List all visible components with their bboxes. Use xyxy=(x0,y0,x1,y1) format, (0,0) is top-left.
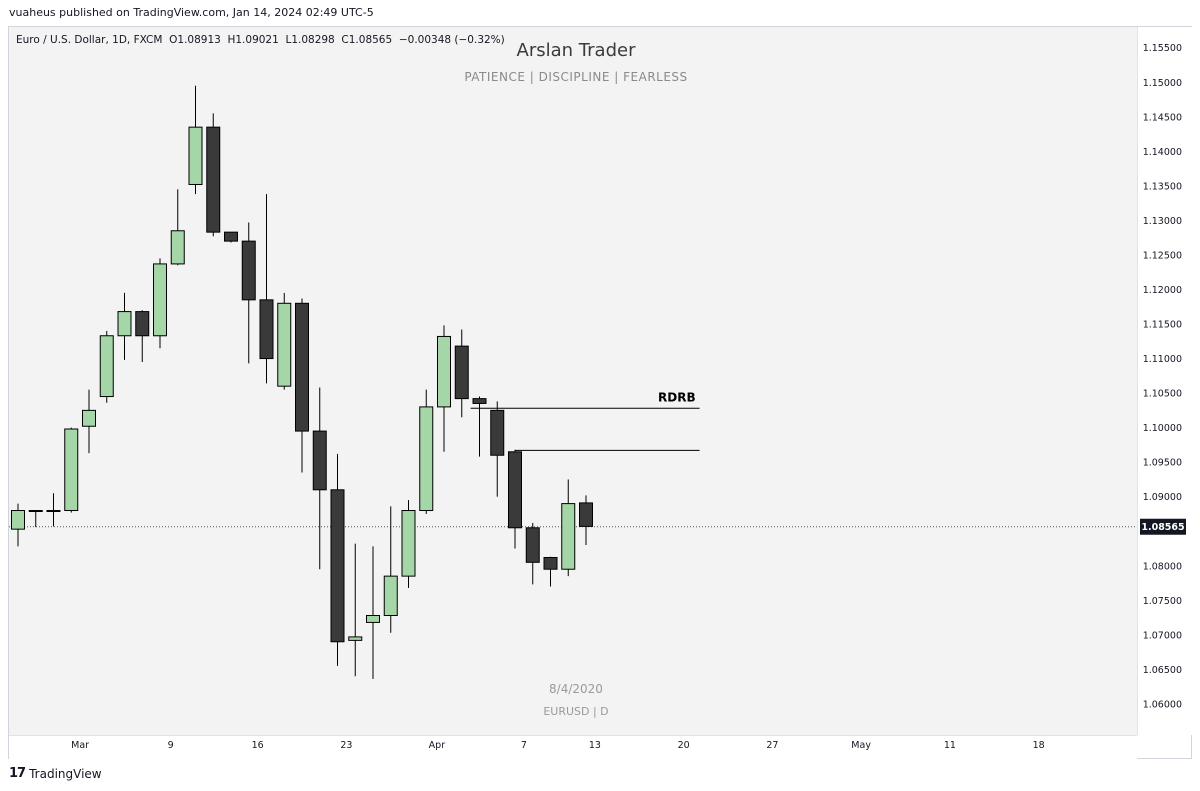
candle-up xyxy=(561,503,576,570)
price-tick-label: 1.07000 xyxy=(1143,630,1182,641)
candle-down xyxy=(295,302,309,432)
candle-down xyxy=(206,126,221,233)
rdrb-label: RDRB xyxy=(658,390,696,404)
candle-up xyxy=(348,636,363,641)
watermark-subtitle: PATIENCE | DISCIPLINE | FEARLESS xyxy=(464,70,688,84)
price-tick-label: 1.13000 xyxy=(1143,216,1182,227)
price-tick-label: 1.08000 xyxy=(1143,561,1182,572)
candle-down xyxy=(259,299,274,360)
price-tick-label: 1.07500 xyxy=(1143,596,1182,607)
candle-down xyxy=(454,345,469,400)
price-tick-label: 1.11000 xyxy=(1143,354,1182,365)
time-tick-label: 11 xyxy=(944,740,956,751)
price-tick-label: 1.10000 xyxy=(1143,423,1182,434)
time-tick-label: 7 xyxy=(521,740,527,751)
candle-up xyxy=(366,615,380,623)
candle-up xyxy=(419,406,434,512)
candle-down xyxy=(135,311,150,337)
candle-up xyxy=(99,335,114,398)
candle-down xyxy=(312,430,327,491)
price-tick-label: 1.12000 xyxy=(1143,285,1182,296)
candle-up xyxy=(64,428,79,512)
price-tick-label: 1.15000 xyxy=(1143,78,1182,89)
candle-down xyxy=(224,231,238,242)
time-tick-label: 16 xyxy=(252,740,264,751)
candle-up xyxy=(153,263,167,337)
candle-up xyxy=(82,409,96,427)
price-tick-label: 1.06500 xyxy=(1143,665,1182,676)
candle-up xyxy=(383,575,398,617)
candle-down xyxy=(330,489,345,643)
price-scale[interactable] xyxy=(1137,27,1192,735)
candle-up xyxy=(46,510,61,513)
time-tick-label: Mar xyxy=(71,740,89,751)
candle-up xyxy=(437,335,451,408)
candle-down xyxy=(241,240,256,301)
price-tick-label: 1.11500 xyxy=(1143,320,1182,331)
last-price-badge-label: 1.08565 xyxy=(1141,522,1184,533)
time-scale[interactable] xyxy=(9,735,1137,759)
candle-up xyxy=(11,510,25,530)
candle-up xyxy=(188,126,203,185)
candle-up xyxy=(117,311,132,337)
time-tick-label: 9 xyxy=(168,740,174,751)
price-tick-label: 1.12500 xyxy=(1143,250,1182,261)
tradingview-logo-icon: 17 xyxy=(9,766,26,781)
time-tick-label: 23 xyxy=(340,740,352,751)
publisher-line: vuaheus published on TradingView.com, Ja… xyxy=(9,6,374,19)
price-tick-label: 1.09500 xyxy=(1143,458,1182,469)
time-tick-label: 13 xyxy=(589,740,601,751)
candle-up xyxy=(170,230,185,265)
watermark-title: Arslan Trader xyxy=(516,40,636,61)
watermark-symbol: EURUSD | D xyxy=(543,705,609,718)
price-tick-label: 1.06000 xyxy=(1143,699,1182,710)
candle-down xyxy=(472,398,487,404)
tradingview-brand: TradingView xyxy=(29,766,102,781)
candle-down xyxy=(525,527,540,563)
price-tick-label: 1.14000 xyxy=(1143,147,1182,158)
price-tick-label: 1.14500 xyxy=(1143,112,1182,123)
time-tick-label: 20 xyxy=(678,740,690,751)
time-tick-label: May xyxy=(851,740,871,751)
candle-down xyxy=(579,502,593,527)
price-tick-label: 1.13500 xyxy=(1143,181,1182,192)
symbol-legend: Euro / U.S. Dollar, 1D, FXCM O1.08913 H1… xyxy=(16,34,505,46)
candle-up xyxy=(277,302,292,387)
candle-down xyxy=(490,409,505,456)
candle-up xyxy=(401,510,416,577)
candle-down xyxy=(508,451,522,529)
price-tick-label: 1.15500 xyxy=(1143,43,1182,54)
price-tick-label: 1.10500 xyxy=(1143,389,1182,400)
time-tick-label: 27 xyxy=(766,740,778,751)
time-tick-label: Apr xyxy=(429,740,446,751)
last-price-badge xyxy=(1140,518,1186,535)
candle-up xyxy=(28,510,43,513)
price-tick-label: 1.09000 xyxy=(1143,492,1182,503)
tradingview-footer[interactable]: 17 TradingView xyxy=(9,766,102,781)
time-tick-label: 18 xyxy=(1033,740,1045,751)
candle-down xyxy=(543,556,558,570)
watermark-date: 8/4/2020 xyxy=(549,682,603,696)
